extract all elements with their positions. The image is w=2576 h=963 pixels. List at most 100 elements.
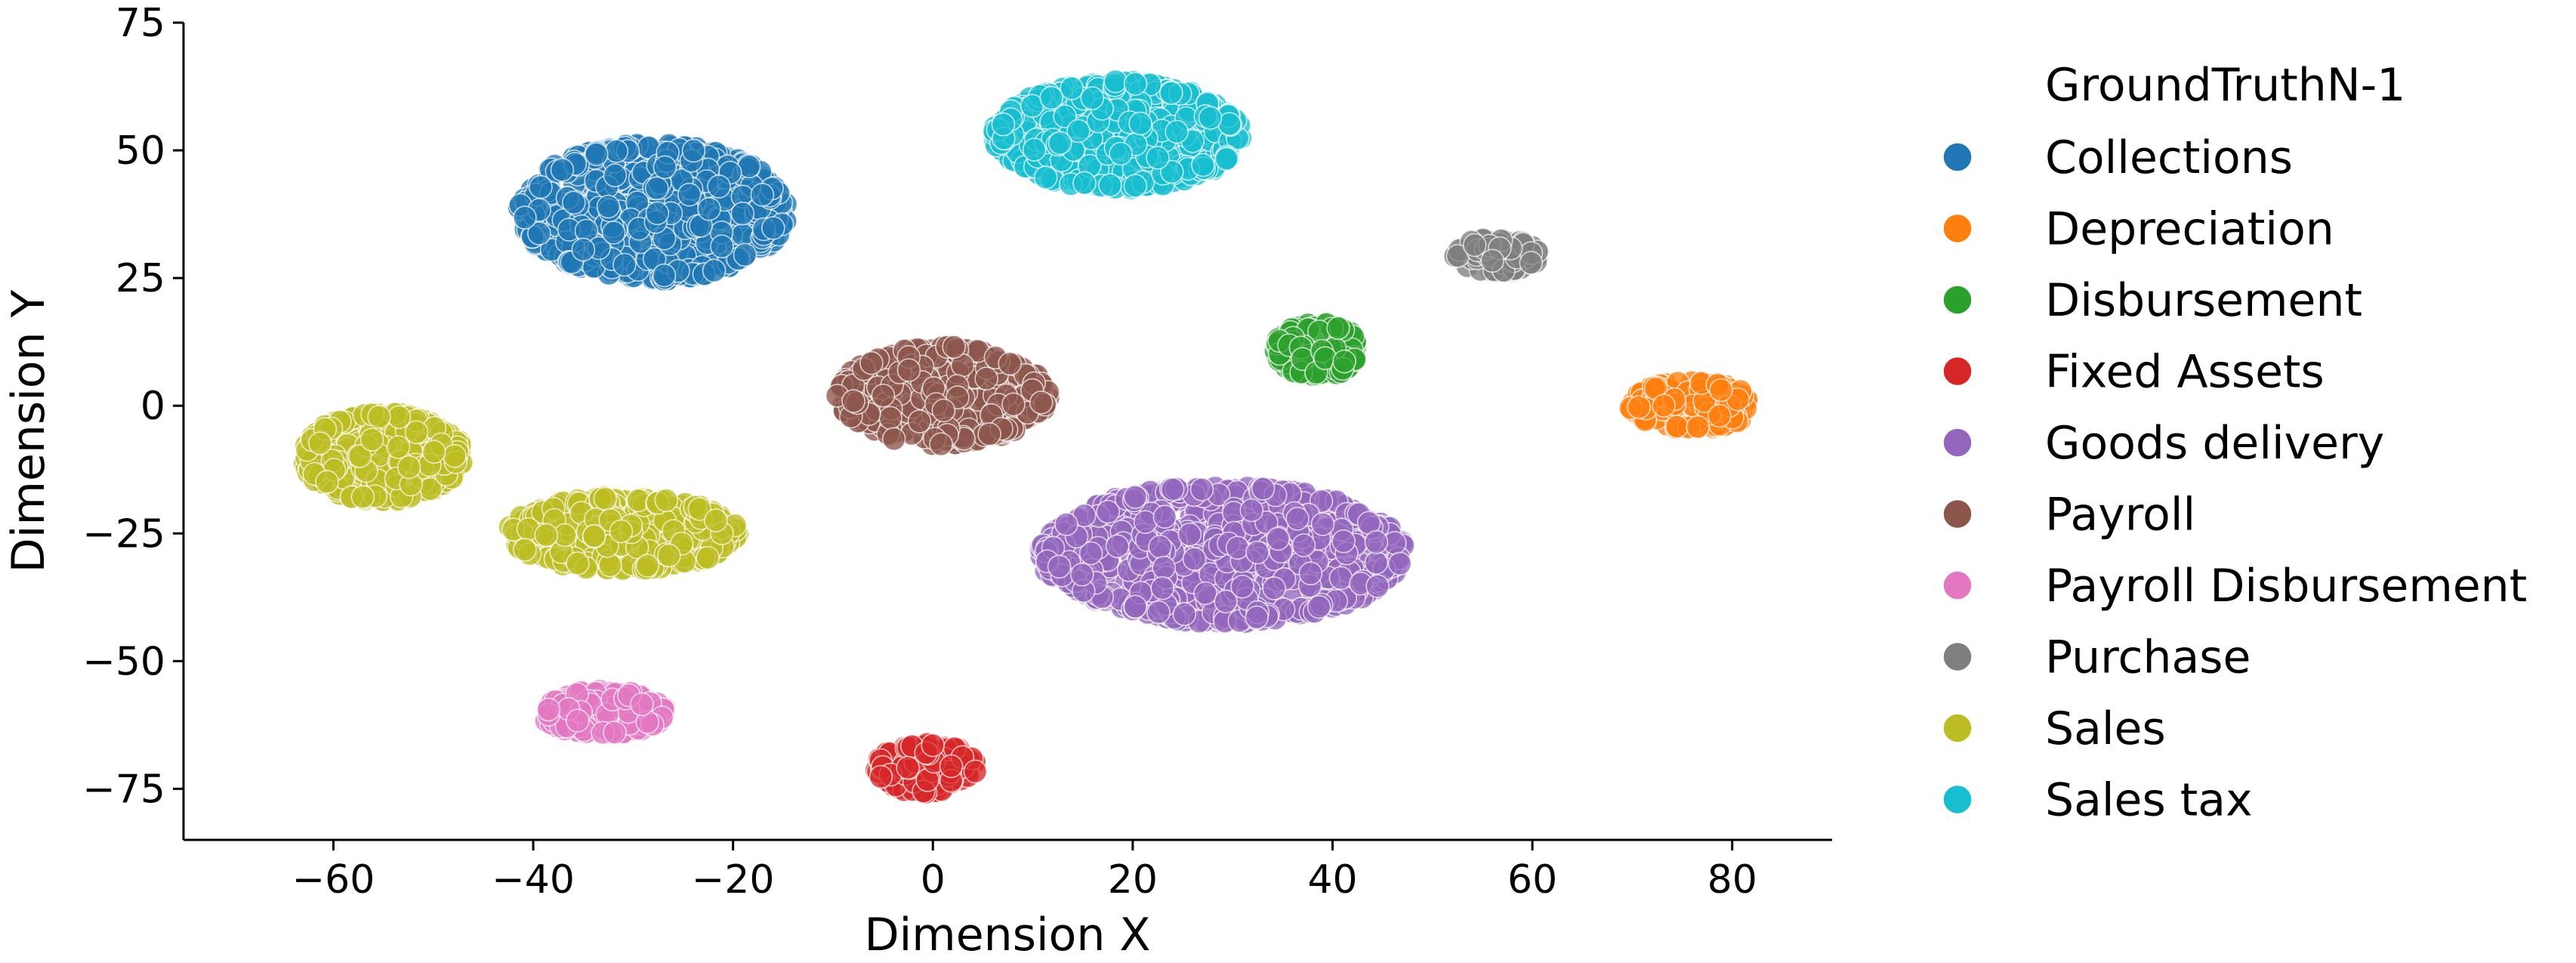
legend-label: Goods delivery (2045, 417, 2384, 470)
data-point (1298, 561, 1323, 586)
data-point (991, 112, 1016, 137)
data-point (1266, 526, 1291, 551)
data-point (871, 383, 896, 408)
x-tick-label: 80 (1708, 857, 1757, 903)
data-point (1387, 551, 1412, 576)
x-tick-label: −20 (692, 857, 775, 903)
x-tick-label: 20 (1108, 857, 1158, 903)
data-point (859, 350, 884, 375)
data-point (1230, 574, 1254, 599)
data-point (1627, 395, 1652, 419)
data-point (1001, 392, 1026, 417)
legend-marker (1942, 498, 1973, 529)
data-point (630, 692, 654, 717)
data-point (527, 221, 551, 245)
y-tick-label: 0 (140, 384, 165, 429)
series-sales-tax (982, 69, 1253, 201)
data-point (1709, 378, 1733, 403)
y-tick-label: −75 (82, 767, 165, 812)
data-point (1150, 576, 1174, 600)
legend-item: Goods delivery (1942, 417, 2384, 470)
data-point (1519, 251, 1544, 275)
data-point (1128, 111, 1152, 136)
series-purchase (1442, 227, 1550, 283)
data-point (645, 201, 670, 226)
data-point (1262, 576, 1286, 600)
legend-item: Depreciation (1942, 203, 2334, 256)
data-point (939, 754, 964, 779)
data-point (571, 237, 596, 262)
data-point (896, 358, 921, 382)
x-axis-label: Dimension X (864, 909, 1150, 961)
data-point (1103, 69, 1128, 94)
data-point (513, 205, 537, 230)
data-point (315, 470, 339, 494)
data-point (1029, 390, 1054, 415)
data-point (1123, 174, 1148, 198)
data-point (1310, 512, 1335, 536)
y-tick-label: −50 (82, 639, 165, 684)
y-tick-label: −25 (82, 511, 165, 557)
data-point (1047, 131, 1072, 156)
data-point (1072, 171, 1097, 196)
series-collections (507, 132, 798, 292)
data-point (1152, 555, 1176, 580)
data-point (635, 554, 660, 578)
data-point (1189, 477, 1214, 502)
data-point (396, 455, 421, 480)
data-point (367, 404, 391, 429)
data-point (868, 764, 893, 789)
legend-marker (1942, 713, 1973, 743)
legend-item: Collections (1942, 131, 2293, 184)
data-point (1245, 540, 1269, 565)
series-depreciation (1618, 370, 1759, 440)
data-point (697, 196, 721, 221)
legend-marker (1942, 784, 1973, 815)
data-point (1105, 534, 1130, 559)
x-tick-label: 40 (1307, 857, 1357, 903)
data-point (603, 163, 628, 187)
legend-label: Collections (2045, 131, 2293, 184)
data-point (942, 335, 966, 360)
x-tick-label: 60 (1507, 857, 1557, 903)
x-tick-label: 0 (921, 857, 946, 903)
data-point (1098, 173, 1122, 197)
data-point (1047, 554, 1072, 579)
data-point (1664, 414, 1689, 439)
data-point (582, 523, 606, 548)
data-point (878, 406, 902, 431)
legend-label: Payroll Disbursement (2045, 560, 2527, 613)
data-point (513, 537, 537, 562)
series-fixed-assets (864, 732, 988, 805)
data-point (710, 234, 734, 259)
x-tick-label: −60 (292, 857, 375, 903)
data-point (1182, 547, 1207, 571)
data-point (1123, 72, 1148, 96)
legend-item: Purchase (1942, 631, 2251, 684)
data-point (421, 440, 446, 465)
data-point (350, 485, 375, 509)
data-point (1214, 147, 1239, 171)
data-point (1161, 477, 1185, 502)
legend-marker (1942, 427, 1973, 458)
data-point (443, 443, 467, 468)
data-point (1332, 349, 1356, 374)
data-point (841, 389, 865, 413)
data-point (733, 242, 757, 267)
data-point (609, 519, 634, 544)
data-point (1198, 106, 1223, 130)
data-point (536, 697, 561, 722)
legend-item: Sales (1942, 702, 2166, 755)
data-point (1239, 498, 1264, 523)
legend-marker (1942, 641, 1973, 672)
data-point (386, 435, 411, 459)
data-point (1070, 562, 1094, 587)
data-point (1251, 477, 1276, 501)
data-point (1686, 415, 1710, 440)
data-point (1152, 505, 1177, 529)
data-point (612, 252, 637, 277)
legend-marker (1942, 570, 1973, 600)
data-point (1123, 594, 1148, 619)
y-axis-label: Dimension Y (2, 289, 55, 573)
data-point (1148, 535, 1172, 559)
